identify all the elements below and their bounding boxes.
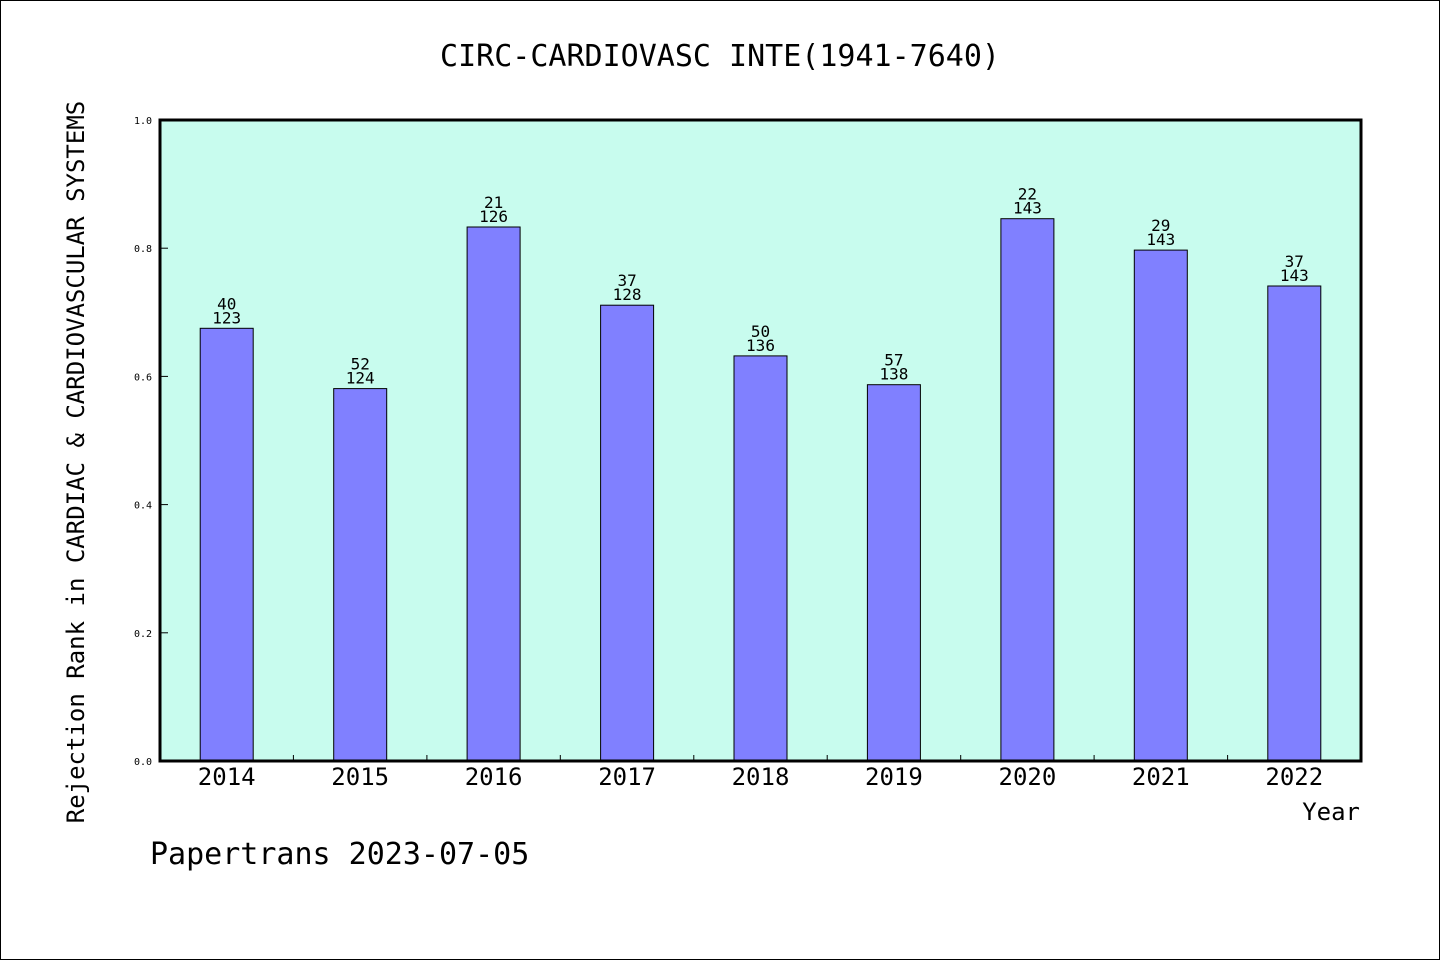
x-tick-label-2021: 2021	[1132, 763, 1190, 791]
bar-label-top-2014: 40	[217, 294, 236, 313]
bar-label-bottom-2020: 143	[1013, 199, 1042, 218]
y-tick-label-0.4: 0.4	[134, 501, 152, 512]
bar-label-bottom-2019: 138	[879, 365, 908, 384]
y-tick-label-0.0: 0.0	[134, 757, 152, 768]
bar-label-bottom-2021: 143	[1146, 230, 1175, 249]
bar-label-bottom-2017: 128	[613, 285, 642, 304]
x-ticks-layer: 2014 2015 2016 2017 2018 2019 2020 2021 2022	[198, 755, 1323, 791]
bar-label-top-2019: 57	[884, 351, 903, 370]
plot-border	[158, 118, 1363, 763]
x-tick-label-2019: 2019	[865, 763, 923, 791]
bar-label-top-2017: 37	[617, 271, 636, 290]
chart-title: CIRC-CARDIOVASC INTE(1941-7640)	[440, 39, 1000, 74]
y-tick-label-0.2: 0.2	[134, 629, 152, 640]
bar-2015	[333, 388, 388, 762]
footer-watermark: Papertrans 2023-07-05	[150, 837, 529, 872]
y-tick-label-0.6: 0.6	[134, 372, 152, 383]
bar-2018	[733, 355, 788, 762]
bar-2019	[866, 384, 921, 762]
bar-label-top-2018: 50	[751, 322, 770, 341]
bar-2017	[600, 304, 655, 762]
x-tick-label-2022: 2022	[1265, 763, 1323, 791]
bar-label-top-2016: 21	[484, 193, 503, 212]
y-axis-label: Rejection Rank in CARDIAC & CARDIOVASCUL…	[62, 101, 90, 823]
bar-2020	[1000, 218, 1055, 762]
bar-label-bottom-2018: 136	[746, 336, 775, 355]
x-tick-label-2016: 2016	[465, 763, 523, 791]
y-tick-label-1.0: 1.0	[134, 116, 152, 127]
x-axis-label: Year	[1302, 798, 1360, 826]
x-tick-label-2017: 2017	[598, 763, 656, 791]
bar-label-top-2022: 37	[1285, 252, 1304, 271]
bar-label-bottom-2022: 143	[1280, 266, 1309, 285]
bar-2016	[466, 226, 521, 762]
bar-2014	[199, 327, 254, 762]
bars-layer: 4012352124211263712850136571382214329143…	[199, 185, 1322, 762]
x-tick-label-2014: 2014	[198, 763, 256, 791]
bar-2021	[1133, 249, 1188, 762]
bar-label-bottom-2015: 124	[346, 369, 375, 388]
y-tick-label-0.8: 0.8	[134, 244, 152, 255]
bar-2022	[1267, 285, 1322, 762]
bar-label-top-2015: 52	[351, 355, 370, 374]
x-tick-label-2018: 2018	[732, 763, 790, 791]
bar-label-bottom-2014: 123	[212, 308, 241, 327]
x-tick-label-2015: 2015	[331, 763, 389, 791]
bar-label-top-2020: 22	[1018, 185, 1037, 204]
x-tick-label-2020: 2020	[999, 763, 1057, 791]
bar-label-top-2021: 29	[1151, 216, 1170, 235]
bar-label-bottom-2016: 126	[479, 207, 508, 226]
